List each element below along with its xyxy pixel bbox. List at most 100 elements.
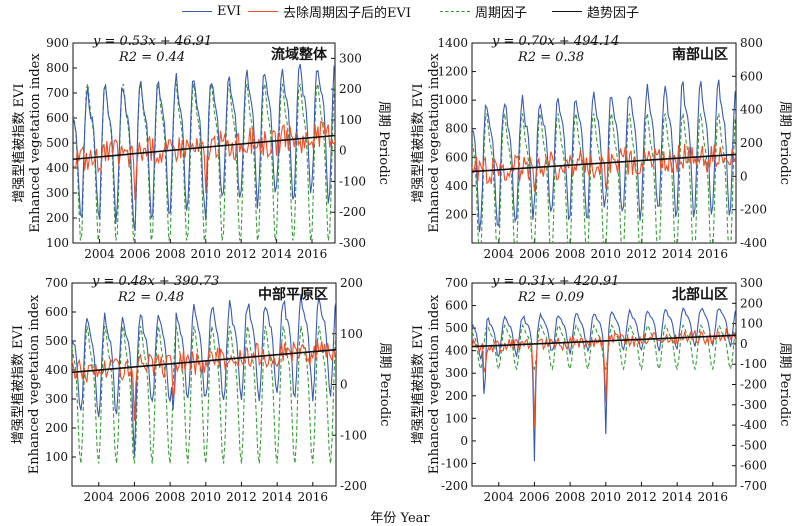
- x-tick-label: 2014: [261, 247, 292, 261]
- y-tick-label: 700: [445, 276, 468, 290]
- series-group: [73, 63, 335, 241]
- x-tick-label: 2014: [662, 247, 693, 261]
- x-tick-label: 2006: [119, 490, 150, 504]
- legend-item: 趋势因子: [552, 2, 640, 21]
- x-tick-label: 2014: [262, 490, 293, 504]
- y2-tick-label: 400: [740, 103, 763, 117]
- y2-tick-label: -600: [740, 459, 767, 473]
- y-tick-label: 500: [45, 334, 68, 348]
- y2-tick-label: 200: [740, 136, 763, 150]
- x-tick-label: 2012: [226, 247, 257, 261]
- y2-tick-label: -100: [740, 357, 767, 371]
- y2-tick-label: 0: [740, 337, 748, 351]
- y-tick-label: 900: [46, 36, 69, 50]
- y-tick-label: 600: [445, 299, 468, 313]
- residual-evi-series-line: [472, 328, 736, 428]
- y-tick-label: 300: [46, 186, 69, 200]
- y-tick-label: 400: [445, 344, 468, 358]
- y-tick-label: 600: [46, 111, 69, 125]
- x-tick-label: 2004: [483, 490, 514, 504]
- x-tick-label: 2008: [155, 247, 186, 261]
- regression-equation: y = 0.48x + 390.73: [91, 274, 219, 289]
- y2-tick-label: -100: [339, 174, 366, 188]
- y-tick-label: 700: [45, 276, 68, 290]
- x-tick-label: 2010: [190, 247, 221, 261]
- y-tick-label: 1000: [437, 93, 468, 107]
- x-tick-label: 2012: [626, 490, 657, 504]
- series-group: [72, 293, 336, 464]
- legend-label: 周期因子: [475, 5, 528, 21]
- x-tick-label: 2010: [591, 247, 622, 261]
- y2-tick-label: -300: [339, 236, 366, 250]
- legend-label: 趋势因子: [587, 5, 640, 21]
- y-tick-label: 100: [46, 236, 69, 250]
- legend-swatch: [248, 10, 278, 12]
- x-tick-label: 2010: [591, 490, 622, 504]
- x-tick-label: 2012: [226, 490, 257, 504]
- y-axis-title-cn: 增强型植被指数 EVI: [12, 83, 27, 202]
- y2-tick-label: 300: [339, 51, 362, 65]
- x-tick-label: 2016: [698, 490, 729, 504]
- x-tick-label: 2004: [83, 490, 114, 504]
- periodic-series-line: [72, 325, 336, 464]
- y2-tick-label: 100: [740, 317, 763, 331]
- trend-line: [472, 153, 736, 173]
- chart-panel: 2004 2006 2008 2010 2012 2014 2016 -200 -100 0 100…: [411, 274, 792, 504]
- y-axis-title-cn: 增强型植被指数 EVI: [11, 325, 26, 444]
- y2-tick-label: 0: [340, 378, 348, 392]
- x-tick-label: 2004: [483, 247, 514, 261]
- panel-title: 北部山区: [672, 286, 728, 303]
- y2-tick-label: -200: [340, 479, 367, 493]
- r-squared: R2 = 0.38: [517, 50, 584, 65]
- y2-tick-label: 0: [339, 144, 347, 158]
- y2-tick-label: -200: [339, 205, 366, 219]
- x-tick-label: 2012: [626, 247, 657, 261]
- y-tick-label: 200: [46, 211, 69, 225]
- chart-panel: 2004 2006 2008 2010 2012 2014 2016 200 400 600 800…: [411, 34, 792, 261]
- y-axis-title-cn: 增强型植被指数 EVI: [411, 83, 426, 202]
- y-tick-label: 500: [445, 321, 468, 335]
- y-tick-label: 400: [445, 179, 468, 193]
- chart-panel: 2004 2006 2008 2010 2012 2014 2016 100 200 300 400…: [12, 34, 391, 261]
- panel-title: 中部平原区: [258, 286, 328, 303]
- y-tick-label: 300: [45, 392, 68, 406]
- legend-label: 去除周期因子后的EVI: [283, 5, 412, 21]
- legend: EVI 去除周期因子后的EVI 周期因子 趋势因子: [0, 0, 800, 22]
- chart-panel: 2004 2006 2008 2010 2012 2014 2016 100 200 300 400…: [11, 274, 392, 504]
- y2-tick-label: 100: [339, 113, 362, 127]
- x-tick-label: 2008: [155, 490, 186, 504]
- y-tick-label: 1200: [437, 65, 468, 79]
- y-tick-label: -100: [441, 456, 468, 470]
- x-tick-label: 2016: [298, 490, 329, 504]
- trend-line: [73, 134, 335, 161]
- y-tick-label: 500: [46, 136, 69, 150]
- legend-item: 周期因子: [440, 2, 528, 21]
- y-axis-title-en: Enhanced vegetation index: [427, 53, 442, 233]
- series-group: [472, 79, 736, 243]
- x-tick-label: 2006: [519, 247, 550, 261]
- x-tick-label: 2004: [84, 247, 115, 261]
- y2-tick-label: -700: [740, 479, 767, 493]
- legend-swatch: [552, 10, 582, 12]
- y2-axis-title: 周期 Periodic: [777, 101, 792, 185]
- r-squared: R2 = 0.09: [517, 290, 584, 305]
- y2-tick-label: -200: [740, 378, 767, 392]
- y2-tick-label: 0: [740, 169, 748, 183]
- evi-series-line: [72, 293, 336, 456]
- y2-axis-title: 周期 Periodic: [376, 101, 391, 185]
- y-tick-label: 100: [445, 411, 468, 425]
- y2-tick-label: -400: [740, 418, 767, 432]
- y-tick-label: 400: [46, 161, 69, 175]
- y-tick-label: -200: [441, 479, 468, 493]
- x-tick-label: 2008: [555, 490, 586, 504]
- y2-tick-label: -100: [340, 428, 367, 442]
- y2-tick-label: 200: [740, 296, 763, 310]
- y-tick-label: 600: [445, 150, 468, 164]
- y-tick-label: 800: [46, 61, 69, 75]
- r-squared: R2 = 0.44: [118, 50, 185, 65]
- y2-tick-label: -500: [740, 438, 767, 452]
- trend-line: [472, 334, 736, 348]
- legend-swatch: [182, 10, 212, 12]
- y-axis-title-cn: 增强型植被指数 EVI: [411, 325, 426, 444]
